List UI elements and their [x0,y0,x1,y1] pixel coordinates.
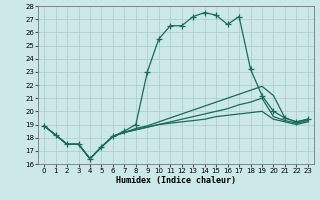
X-axis label: Humidex (Indice chaleur): Humidex (Indice chaleur) [116,176,236,185]
